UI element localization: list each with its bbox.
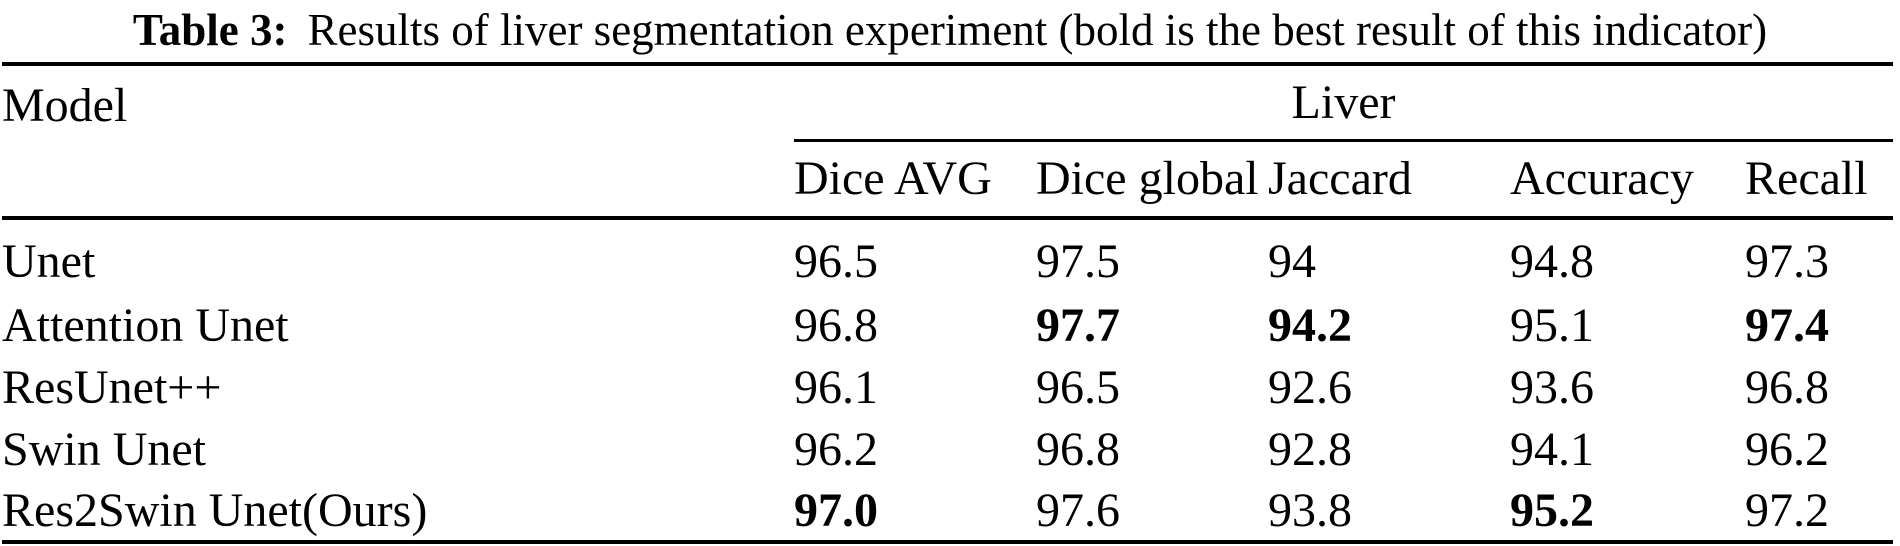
value-cell: 97.5 [1036,234,1120,288]
value-cell: 96.8 [1745,360,1829,414]
value-cell: 96.1 [794,360,878,414]
model-cell: Swin Unet [2,422,206,476]
table-row: Attention Unet 96.8 97.7 94.2 95.1 97.4 [2,294,1893,356]
model-cell: ResUnet++ [2,360,222,414]
col-header-dice-avg: Dice AVG [794,140,1036,220]
value-cell: 96.8 [1036,422,1120,476]
model-cell: Res2Swin Unet(Ours) [2,483,428,537]
col-header-accuracy: Accuracy [1510,140,1745,220]
caption-label: Table 3: [132,5,288,56]
value-cell: 94.1 [1510,422,1594,476]
model-cell: Attention Unet [2,298,289,352]
value-cell: 97.0 [794,483,878,537]
value-cell: 93.6 [1510,360,1594,414]
col-header-recall: Recall [1745,140,1894,220]
table-row: Swin Unet 96.2 96.8 92.8 94.1 96.2 [2,418,1893,480]
value-cell: 94.2 [1268,298,1352,352]
value-cell: 96.2 [1745,422,1829,476]
table-caption: Table 3: Results of liver segmentation e… [0,0,1900,62]
value-cell: 97.4 [1745,298,1829,352]
value-cell: 96.8 [794,298,878,352]
results-table: Model Liver Dice AVG Dice global Jaccard… [2,62,1894,544]
value-cell: 97.6 [1036,483,1120,537]
value-cell: 92.8 [1268,422,1352,476]
caption-text: Results of liver segmentation experiment… [307,5,1768,56]
value-cell: 95.2 [1510,483,1594,537]
col-header-dice-global: Dice global [1036,140,1268,220]
value-cell: 96.5 [1036,360,1120,414]
value-cell: 97.3 [1745,234,1829,288]
value-cell: 97.2 [1745,483,1829,537]
liver-group-header: Liver [794,64,1894,142]
group-header-row: Model Liver [2,64,1894,220]
value-cell: 97.7 [1036,298,1120,352]
value-cell: 94.8 [1510,234,1594,288]
value-cell: 93.8 [1268,483,1352,537]
model-column-header: Model [2,64,794,220]
value-cell: 96.5 [794,234,878,288]
value-cell: 94 [1268,234,1316,288]
col-header-jaccard: Jaccard [1268,140,1510,220]
table-row: ResUnet++ 96.1 96.5 92.6 93.6 96.8 [2,356,1893,418]
model-cell: Unet [2,234,96,288]
value-cell: 92.6 [1268,360,1352,414]
column-header-row: Dice AVG Dice global Jaccard Accuracy Re… [2,140,1894,220]
value-cell: 95.1 [1510,298,1594,352]
value-cell: 96.2 [794,422,878,476]
table-row: Res2Swin Unet(Ours) 97.0 97.6 93.8 95.2 … [2,480,1893,542]
table-row: Unet 96.5 97.5 94 94.8 97.3 [2,218,1893,294]
